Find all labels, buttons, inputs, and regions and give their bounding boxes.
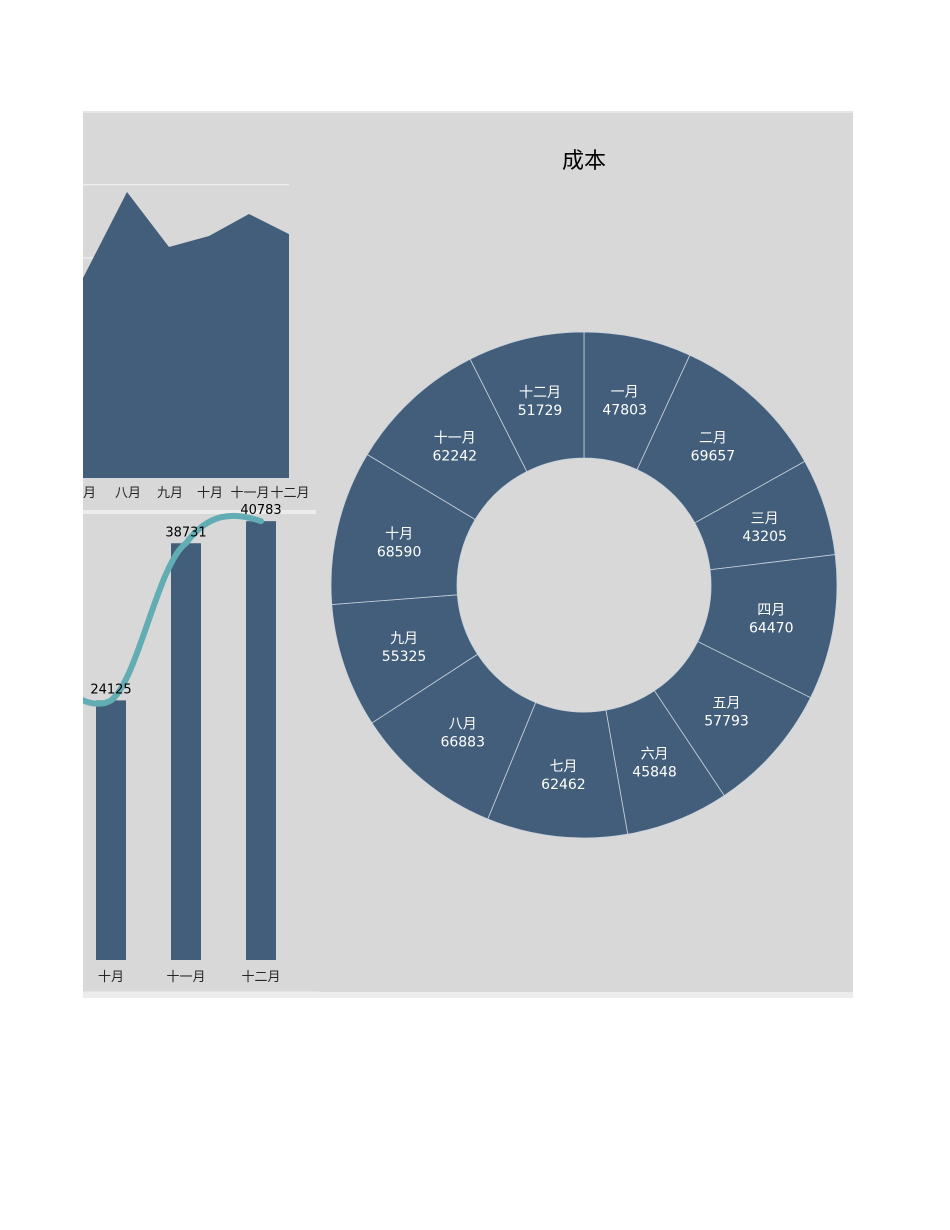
bar-2	[246, 521, 276, 960]
slice-value-label: 45848	[632, 764, 677, 780]
slice-value-label: 62242	[433, 449, 478, 465]
slice-category-label: 九月	[390, 631, 418, 647]
x-tick-label: 十二月	[241, 970, 280, 985]
slice-value-label: 62462	[541, 777, 586, 793]
slice-category-label: 一月	[611, 384, 639, 400]
data-label: 40783	[240, 503, 281, 518]
slice-category-label: 三月	[751, 511, 779, 527]
slice-category-label: 十月	[385, 526, 413, 542]
slice-category-label: 十一月	[434, 431, 476, 447]
x-tick-label: 十二月	[270, 486, 309, 501]
data-label: 38731	[165, 525, 206, 540]
chart-title: 成本	[562, 149, 606, 174]
slice-value-label: 68590	[377, 544, 422, 560]
slice-value-label: 66883	[440, 734, 485, 750]
slice-value-label: 43205	[742, 529, 787, 545]
dashboard-bottom-edge	[83, 992, 853, 998]
dashboard-top-edge	[83, 111, 853, 114]
slice-category-label: 八月	[449, 716, 477, 732]
slice-value-label: 69657	[691, 448, 736, 464]
slice-category-label: 七月	[549, 759, 577, 775]
slice-value-label: 55325	[382, 649, 427, 665]
bar-line-chart: 24125 38731 40783 十月 十一月 十二月	[83, 503, 282, 985]
slice-value-label: 51729	[518, 403, 563, 419]
slice-value-label: 57793	[704, 714, 749, 730]
area-series	[83, 192, 289, 478]
area-chart: 七月 八月 九月 十月 十一月 十二月	[83, 184, 310, 501]
panel-divider	[83, 510, 316, 514]
slice-value-label: 47803	[602, 402, 647, 418]
x-tick-label: 十月	[197, 486, 223, 501]
x-tick-label: 十月	[98, 970, 124, 985]
x-tick-label: 九月	[157, 486, 183, 501]
slice-category-label: 十二月	[519, 385, 561, 401]
slice-value-label: 64470	[749, 620, 794, 636]
bar-0	[96, 700, 126, 960]
slice-category-label: 六月	[641, 746, 669, 762]
line-series	[83, 512, 264, 707]
bar-1	[171, 543, 201, 960]
x-tick-label: 七月	[83, 486, 96, 501]
slice-category-label: 四月	[757, 602, 785, 618]
slice-category-label: 二月	[699, 430, 727, 446]
x-tick-label: 八月	[115, 486, 141, 501]
donut-slice-11	[469, 331, 585, 473]
x-tick-label: 十一月	[166, 970, 205, 985]
dashboard-panel: 七月 八月 九月 十月 十一月 十二月 24125 38731 40783 十月 十一月 十二月 成…	[83, 113, 853, 998]
data-label: 24125	[90, 682, 131, 697]
x-tick-label: 十一月	[230, 486, 269, 501]
slice-category-label: 五月	[713, 696, 741, 712]
